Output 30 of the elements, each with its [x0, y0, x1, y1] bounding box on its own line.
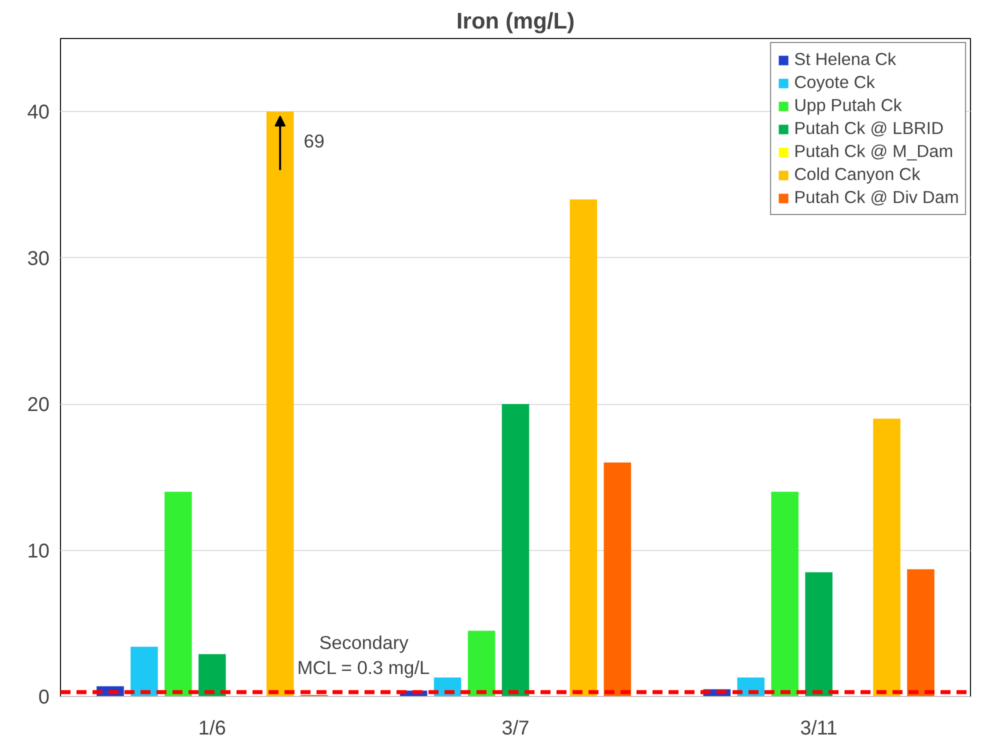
y-tick-label: 40 [27, 102, 50, 124]
bar [468, 630, 496, 696]
x-tick-label: 3/7 [502, 718, 530, 740]
bar [570, 199, 598, 696]
bar [805, 572, 832, 696]
bar [873, 418, 900, 696]
bar [771, 492, 799, 696]
legend-label: Cold Canyon Ck [794, 164, 920, 185]
x-tick-label: 3/11 [800, 718, 838, 740]
ref-line-label: Secondary MCL = 0.3 mg/L [297, 632, 430, 678]
y-tick-label: 20 [27, 394, 50, 416]
y-tick-label: 10 [27, 540, 50, 562]
legend-label: St Helena Ck [794, 49, 896, 70]
y-tick-label: 30 [27, 248, 50, 270]
bar [130, 646, 158, 696]
bar [198, 654, 226, 696]
bar [164, 492, 192, 696]
chart-title: Iron (mg/L) [456, 8, 575, 34]
bar [502, 404, 530, 696]
annotation: 69 [304, 130, 325, 152]
y-tick-label: 0 [38, 686, 50, 708]
legend-label: Putah Ck @ Div Dam [794, 187, 959, 208]
legend-label: Coyote Ck [794, 72, 875, 93]
bar [907, 569, 934, 696]
legend-label: Putah Ck @ M_Dam [794, 141, 954, 162]
bar [266, 112, 294, 696]
legend-label: Putah Ck @ LBRID [794, 118, 944, 139]
legend-label: Upp Putah Ck [794, 95, 902, 116]
x-tick-label: 1/6 [198, 718, 226, 740]
bar [604, 462, 632, 696]
